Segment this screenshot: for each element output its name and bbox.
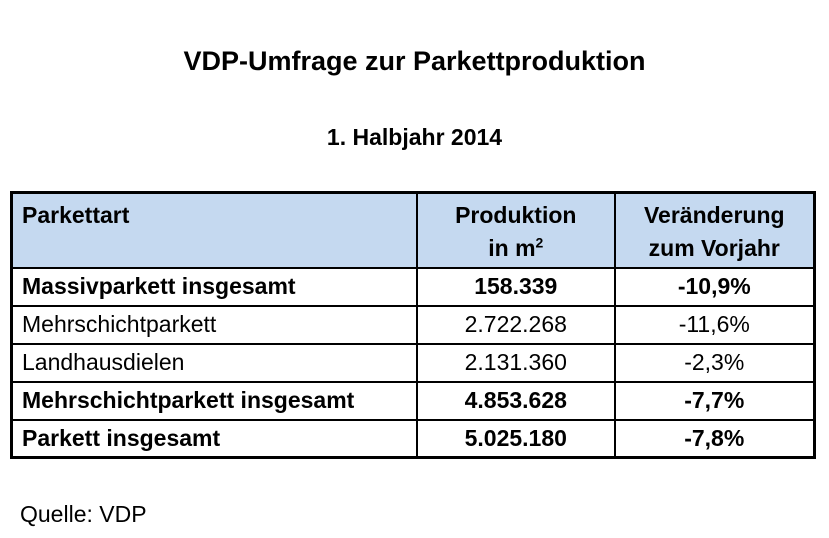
row-label: Landhausdielen bbox=[10, 342, 419, 383]
source-note: Quelle: VDP bbox=[20, 501, 147, 527]
column-header-produktion-superscript: 2 bbox=[535, 234, 544, 251]
table-row-parkett-insgesamt: Parkett insgesamt 5.025.180 -7,8% bbox=[10, 418, 816, 459]
row-label: Massivparkett insgesamt bbox=[10, 266, 419, 307]
table-header-row: Parkettart Produktion in m2 Veränderung … bbox=[10, 191, 816, 269]
table-row-mehrschichtparkett: Mehrschichtparkett 2.722.268 -11,6% bbox=[10, 304, 816, 345]
column-header-veraenderung-line2: zum Vorjahr bbox=[648, 235, 780, 261]
row-label: Mehrschichtparkett insgesamt bbox=[10, 380, 419, 421]
column-header-produktion-line1: Produktion bbox=[455, 202, 577, 228]
change-value: -7,7% bbox=[613, 380, 816, 421]
column-header-produktion-line2: in m bbox=[488, 235, 536, 261]
table-row-mehrschichtparkett-insgesamt: Mehrschichtparkett insgesamt 4.853.628 -… bbox=[10, 380, 816, 421]
row-label: Mehrschichtparkett bbox=[10, 304, 419, 345]
production-value: 2.131.360 bbox=[416, 342, 616, 383]
column-header-produktion: Produktion in m2 bbox=[416, 191, 616, 269]
column-header-parkettart-label: Parkettart bbox=[22, 202, 130, 228]
production-value: 2.722.268 bbox=[416, 304, 616, 345]
production-value: 5.025.180 bbox=[416, 418, 616, 459]
table-row-massivparkett-insgesamt: Massivparkett insgesamt 158.339 -10,9% bbox=[10, 266, 816, 307]
row-label: Parkett insgesamt bbox=[10, 418, 419, 459]
column-header-parkettart: Parkettart bbox=[10, 191, 419, 269]
change-value: -7,8% bbox=[613, 418, 816, 459]
column-header-veraenderung-line1: Veränderung bbox=[643, 202, 785, 228]
column-header-veraenderung: Veränderung zum Vorjahr bbox=[613, 191, 816, 269]
table-row-landhausdielen: Landhausdielen 2.131.360 -2,3% bbox=[10, 342, 816, 383]
production-value: 158.339 bbox=[416, 266, 616, 307]
parquet-production-table: Parkettart Produktion in m2 Veränderung … bbox=[10, 191, 816, 459]
change-value: -10,9% bbox=[613, 266, 816, 307]
production-value: 4.853.628 bbox=[416, 380, 616, 421]
change-value: -11,6% bbox=[613, 304, 816, 345]
page-title: VDP-Umfrage zur Parkettproduktion bbox=[183, 46, 646, 76]
change-value: -2,3% bbox=[613, 342, 816, 383]
page-subtitle: 1. Halbjahr 2014 bbox=[326, 124, 503, 150]
